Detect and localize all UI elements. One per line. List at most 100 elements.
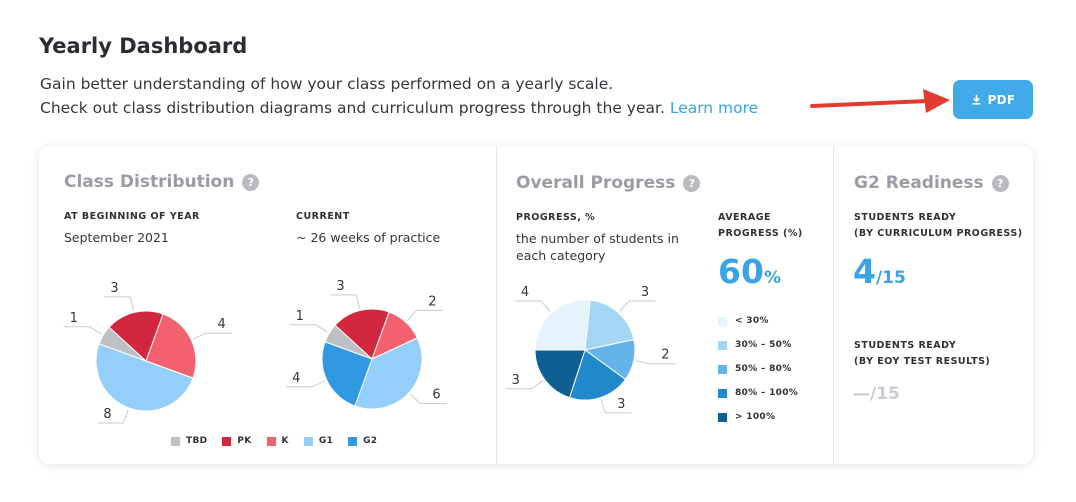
red-arrow-annotation <box>810 89 950 113</box>
students-ready-eoy-label-line-1: STUDENTS READY <box>854 340 957 351</box>
pie-slice-80-100- <box>568 349 627 401</box>
pie-value-label: 3 <box>617 397 625 412</box>
pie-value-label: 3 <box>110 281 118 296</box>
students-ready-eoy-label: STUDENTS READY (BY EOY TEST RESULTS) <box>854 338 990 370</box>
page-title: Yearly Dashboard <box>39 34 248 58</box>
legend-label: TBD <box>186 436 208 446</box>
pie-slice-g2 <box>321 341 373 407</box>
download-icon <box>972 95 981 105</box>
legend-swatch <box>718 364 727 374</box>
students-ready-eoy-value: —/15 <box>853 384 900 404</box>
pie-value-label: 3 <box>512 373 520 388</box>
pie-slice-pk <box>108 310 164 362</box>
progress-legend-item: < 30% <box>718 316 769 326</box>
average-progress-number: 60 <box>718 252 764 291</box>
pie-slice-g1 <box>354 337 423 410</box>
leader-line <box>63 326 102 335</box>
pie-value-label: 1 <box>70 311 78 326</box>
legend-label: G2 <box>363 436 378 446</box>
g2-readiness-title-text: G2 Readiness <box>854 173 984 193</box>
leader-line <box>619 300 656 312</box>
leader-line <box>505 380 544 390</box>
legend-item-tbd: TBD <box>171 436 207 446</box>
class-distribution-title: Class Distribution ? <box>64 172 260 192</box>
legend-label: 50% – 80% <box>735 364 792 374</box>
g2-readiness-title: G2 Readiness ? <box>854 173 1009 193</box>
progress-description-line-1: the number of students in <box>516 231 679 246</box>
legend-label: > 100% <box>735 412 776 422</box>
progress-description-line-2: each category <box>516 248 606 263</box>
average-progress-label: AVERAGE PROGRESS (%) <box>718 210 803 242</box>
average-progress-label-line-1: AVERAGE <box>718 212 772 223</box>
pie-value-label: 4 <box>292 371 300 386</box>
legend-swatch <box>222 436 232 446</box>
pie-slice-g1 <box>95 343 194 412</box>
legend-swatch <box>718 412 727 422</box>
progress-description: the number of students in each category <box>516 230 679 264</box>
progress-legend-item: 50% – 80% <box>718 364 792 374</box>
legend-label: 80% – 100% <box>735 388 799 398</box>
legend-label: < 30% <box>735 316 769 326</box>
current-sub: ~ 26 weeks of practice <box>296 230 441 245</box>
progress-legend-item: > 100% <box>718 412 775 422</box>
pie-slice--30- <box>534 299 591 351</box>
pie-value-label: 8 <box>103 407 111 422</box>
pie-slice-30-50- <box>584 299 635 351</box>
legend-item-g1: G1 <box>303 436 333 446</box>
pie-chart-beginning: 1 3 4 8 <box>63 281 232 424</box>
leader-line <box>514 300 551 312</box>
average-progress-label-line-2: PROGRESS (%) <box>718 228 803 239</box>
legend-swatch <box>718 316 727 326</box>
intro-line-2: Check out class distribution diagrams an… <box>40 96 758 120</box>
pie-value-label: 4 <box>521 285 529 300</box>
students-ready-curriculum-total: /15 <box>875 268 906 288</box>
pie-value-label: 4 <box>218 317 226 332</box>
students-ready-eoy-total: /15 <box>870 384 900 404</box>
students-ready-curriculum-label: STUDENTS READY (BY CURRICULUM PROGRESS) <box>854 210 1023 242</box>
leader-line <box>286 380 326 388</box>
class-distribution-legend: TBD PK K G1 G2 <box>171 436 377 446</box>
section-divider <box>496 146 497 464</box>
help-icon[interactable]: ? <box>683 174 701 192</box>
pdf-button-label: PDF <box>987 92 1016 107</box>
help-icon[interactable]: ? <box>991 174 1009 192</box>
legend-swatch <box>718 340 727 350</box>
pie-chart-progress: 4 3 2 3 3 <box>505 285 676 414</box>
pie-chart-current: 1 3 2 6 4 <box>286 279 447 410</box>
leader-line <box>406 309 443 321</box>
leader-line <box>600 399 632 414</box>
intro-text: Gain better understanding of how your cl… <box>40 72 758 120</box>
pie-value-label: 3 <box>641 285 649 300</box>
pie-value-label: 2 <box>661 348 669 363</box>
students-ready-curriculum-label-line-2: (BY CURRICULUM PROGRESS) <box>854 228 1023 239</box>
pie-value-label: 2 <box>428 294 436 309</box>
legend-swatch <box>303 436 313 446</box>
legend-swatch <box>348 436 358 446</box>
dashboard-card: Class Distribution ? AT BEGINNING OF YEA… <box>39 146 1033 464</box>
pie-slice-k <box>145 313 197 379</box>
pie-slice-pk <box>334 308 390 360</box>
class-distribution-title-text: Class Distribution <box>64 172 235 192</box>
pie-value-label: 3 <box>336 279 344 294</box>
legend-swatch <box>266 436 276 446</box>
leader-line <box>192 332 232 340</box>
pdf-download-button[interactable]: PDF <box>953 80 1033 119</box>
leader-line <box>104 296 135 311</box>
help-icon[interactable]: ? <box>242 173 260 191</box>
progress-percent-label: PROGRESS, % <box>516 212 596 223</box>
average-progress-unit: % <box>763 268 781 288</box>
progress-legend-item: 80% – 100% <box>718 388 798 398</box>
progress-legend-item: 30% – 50% <box>718 340 792 350</box>
pie-value-label: 1 <box>296 309 304 324</box>
legend-label: PK <box>237 436 252 446</box>
legend-label: K <box>281 436 289 446</box>
intro-line-1: Gain better understanding of how your cl… <box>40 75 614 93</box>
leader-line <box>635 360 676 365</box>
section-divider <box>833 146 834 464</box>
learn-more-link[interactable]: Learn more <box>669 99 759 117</box>
students-ready-curriculum-label-line-1: STUDENTS READY <box>854 212 957 223</box>
students-ready-curriculum-number: 4 <box>853 252 876 291</box>
students-ready-eoy-label-line-2: (BY EOY TEST RESULTS) <box>854 356 991 367</box>
beginning-of-year-label: AT BEGINNING OF YEAR <box>64 211 200 222</box>
leader-line <box>97 409 129 424</box>
